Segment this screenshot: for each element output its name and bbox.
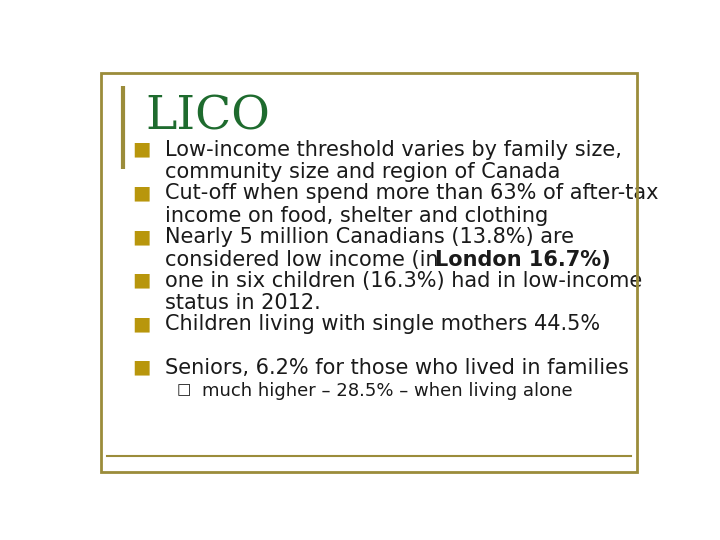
Text: Children living with single mothers 44.5%: Children living with single mothers 44.5…: [166, 314, 600, 334]
Text: Nearly 5 million Canadians (13.8%) are: Nearly 5 million Canadians (13.8%) are: [166, 227, 575, 247]
Text: Cut-off when spend more than 63% of after-tax: Cut-off when spend more than 63% of afte…: [166, 183, 659, 203]
Text: LICO: LICO: [145, 94, 271, 139]
Text: □: □: [176, 382, 191, 397]
Text: ■: ■: [132, 227, 150, 246]
Text: London 16.7%): London 16.7%): [436, 249, 611, 269]
Text: community size and region of Canada: community size and region of Canada: [166, 163, 561, 183]
Text: ■: ■: [132, 140, 150, 159]
Text: much higher – 28.5% – when living alone: much higher – 28.5% – when living alone: [202, 382, 572, 400]
Text: ■: ■: [132, 314, 150, 333]
Text: ■: ■: [132, 271, 150, 289]
Text: ■: ■: [132, 358, 150, 377]
Text: ■: ■: [132, 183, 150, 202]
Text: status in 2012.: status in 2012.: [166, 293, 321, 313]
Text: Low-income threshold varies by family size,: Low-income threshold varies by family si…: [166, 140, 622, 160]
Text: income on food, shelter and clothing: income on food, shelter and clothing: [166, 206, 549, 226]
Text: considered low income (in: considered low income (in: [166, 249, 446, 269]
Text: one in six children (16.3%) had in low-income: one in six children (16.3%) had in low-i…: [166, 271, 642, 291]
Text: Seniors, 6.2% for those who lived in families: Seniors, 6.2% for those who lived in fam…: [166, 358, 629, 378]
